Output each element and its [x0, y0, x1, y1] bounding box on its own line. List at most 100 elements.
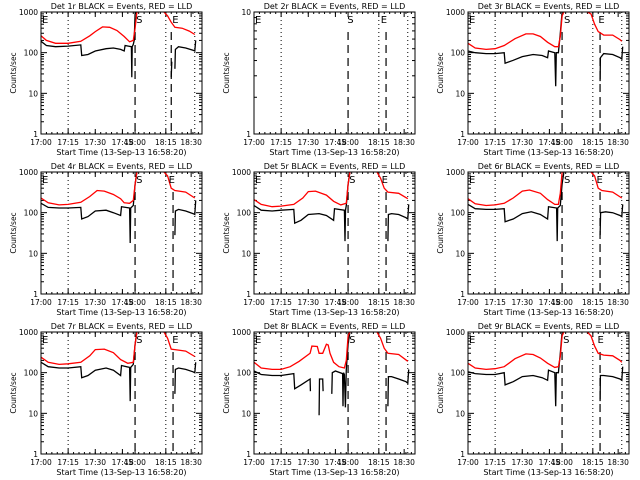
y-tick-label: 100 — [451, 49, 466, 58]
plot-frame — [467, 331, 630, 455]
marker-label-e: E — [169, 175, 175, 186]
y-tick-label: 1 — [246, 130, 251, 139]
panel-det-7r: Det 7r BLACK = Events, RED = LLD Start Ti… — [9, 322, 203, 477]
y-tick-label: 1000 — [446, 168, 465, 177]
x-tick-label: 17:15 — [57, 138, 79, 147]
marker-label-s: S — [564, 175, 570, 186]
panel-title: Det 3r BLACK = Events, RED = LLD — [478, 2, 620, 11]
plot-frame — [253, 331, 416, 455]
panel-title: Det 1r BLACK = Events, RED = LLD — [51, 2, 193, 11]
x-axis-label: Start Time (13-Sep-13 16:58:20) — [269, 468, 399, 477]
x-tick-label: 18:30 — [180, 458, 202, 467]
x-tick-label: 17:45 — [325, 298, 347, 307]
panel-det-9r: Det 9r BLACK = Events, RED = LLD Start Ti… — [436, 322, 630, 477]
series-line-events — [599, 366, 624, 402]
panel-det-3r: Det 3r BLACK = Events, RED = LLD Start Ti… — [436, 2, 630, 157]
series-line-events — [468, 12, 564, 87]
x-tick-label: 18:00 — [551, 458, 573, 467]
y-tick-label: 10 — [455, 89, 465, 98]
series-line-lld — [163, 12, 196, 36]
series-group — [41, 332, 197, 402]
y-tick-label: 10 — [241, 249, 251, 258]
x-tick-label: 18:00 — [337, 458, 359, 467]
y-axis-label: Counts/sec — [9, 212, 18, 253]
y-tick-label: 1 — [460, 130, 465, 139]
x-tick-label: 18:30 — [180, 138, 202, 147]
y-tick-label: 100 — [237, 369, 252, 378]
plot-frame — [467, 171, 630, 295]
series-line-events — [41, 332, 138, 402]
series-line-lld — [254, 172, 351, 208]
x-tick-label: 17:00 — [30, 138, 52, 147]
x-tick-label: 18:30 — [393, 138, 415, 147]
marker-label-e: E — [172, 335, 178, 346]
x-tick-label: 17:15 — [270, 298, 292, 307]
series-line-events — [331, 332, 351, 408]
x-axis-label: Start Time (13-Sep-13 16:58:20) — [56, 148, 186, 157]
series-group — [41, 12, 197, 78]
y-tick-label: 1000 — [232, 168, 251, 177]
x-tick-label: 17:15 — [484, 138, 506, 147]
y-tick-label: 10 — [455, 409, 465, 418]
x-tick-label: 17:45 — [112, 298, 134, 307]
marker-label-s: S — [136, 175, 142, 186]
y-tick-label: 1 — [460, 290, 465, 299]
series-group — [41, 172, 197, 244]
y-tick-label: 1000 — [446, 8, 465, 17]
marker-label-s: S — [564, 15, 570, 26]
x-axis-label: Start Time (13-Sep-13 16:58:20) — [56, 308, 186, 317]
y-tick-label: 10 — [455, 249, 465, 258]
panel-det-8r: Det 8r BLACK = Events, RED = LLD Start Ti… — [222, 322, 416, 477]
series-line-events — [254, 172, 351, 242]
plot-frame — [40, 11, 203, 135]
panel-det-1r: Det 1r BLACK = Events, RED = LLD Start Ti… — [9, 2, 203, 157]
y-tick-label: 1000 — [19, 168, 38, 177]
series-line-events — [318, 378, 324, 416]
marker-label-e: E — [469, 15, 475, 26]
plot-frame — [467, 11, 630, 135]
marker-label-e: E — [597, 175, 603, 186]
x-tick-label: 17:30 — [511, 138, 533, 147]
x-tick-label: 18:30 — [607, 458, 629, 467]
series-line-lld — [468, 332, 565, 371]
plot-frame — [253, 171, 416, 295]
panel-title: Det 9r BLACK = Events, RED = LLD — [478, 322, 620, 331]
marker-label-e: E — [42, 175, 48, 186]
x-tick-label: 18:00 — [124, 138, 146, 147]
x-tick-label: 17:15 — [270, 138, 292, 147]
x-tick-label: 17:45 — [325, 138, 347, 147]
series-line-events — [387, 369, 410, 407]
x-tick-label: 17:00 — [243, 298, 265, 307]
panel-title: Det 2r BLACK = Events, RED = LLD — [264, 2, 406, 11]
x-tick-label: 18:15 — [582, 298, 604, 307]
marker-label-e: E — [42, 335, 48, 346]
series-line-events — [170, 61, 173, 78]
marker-label-e: E — [381, 15, 387, 26]
y-axis-label: Counts/sec — [222, 372, 231, 413]
y-tick-label: 100 — [451, 209, 466, 218]
x-tick-label: 18:15 — [368, 298, 390, 307]
marker-label-e: E — [385, 335, 391, 346]
x-tick-label: 18:00 — [124, 298, 146, 307]
series-line-lld — [376, 172, 409, 200]
marker-label-s: S — [347, 15, 353, 26]
series-line-lld — [41, 172, 138, 206]
series-group — [254, 172, 410, 242]
plot-frame — [40, 171, 203, 295]
x-tick-label: 17:15 — [484, 458, 506, 467]
series-line-lld — [590, 172, 623, 199]
series-line-lld — [586, 332, 623, 363]
series-line-events — [174, 362, 197, 394]
x-tick-label: 17:45 — [539, 298, 561, 307]
series-line-events — [599, 204, 624, 236]
series-line-lld — [163, 172, 196, 199]
x-tick-label: 17:00 — [30, 298, 52, 307]
series-group — [468, 172, 624, 242]
y-tick-label: 1000 — [232, 328, 251, 337]
y-axis-label: Counts/sec — [222, 212, 231, 253]
x-tick-label: 18:00 — [124, 458, 146, 467]
panel-title: Det 4r BLACK = Events, RED = LLD — [51, 162, 193, 171]
y-tick-label: 100 — [24, 369, 39, 378]
series-line-events — [468, 172, 565, 242]
x-axis-label: Start Time (13-Sep-13 16:58:20) — [56, 468, 186, 477]
